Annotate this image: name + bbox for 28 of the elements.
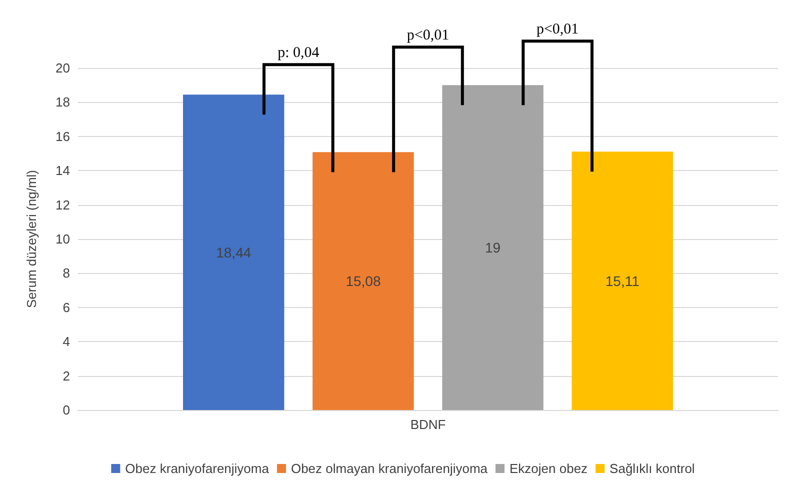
x-tick-label: BDNF bbox=[410, 417, 446, 432]
text: p: 0,04 bbox=[278, 45, 320, 62]
bar bbox=[572, 152, 673, 410]
y-axis-title: Serum düzeyleri (ng/ml) bbox=[24, 170, 39, 308]
y-tick-label: 18 bbox=[56, 94, 70, 110]
y-tick-label: 10 bbox=[56, 232, 70, 246]
data-label: 15,08 bbox=[346, 273, 381, 290]
bar bbox=[183, 94, 284, 410]
y-tick-label: 8 bbox=[62, 266, 70, 281]
y-tick-label: 20 bbox=[56, 60, 70, 76]
data-label: 18,44 bbox=[216, 244, 252, 260]
y-tick-label: 14 bbox=[56, 163, 70, 178]
text: p<0,01 bbox=[536, 22, 579, 38]
y-tick-label: 6 bbox=[62, 300, 70, 315]
y-tick-label: 0 bbox=[62, 402, 70, 418]
y-tick-label: 4 bbox=[62, 334, 70, 350]
bar bbox=[442, 85, 544, 410]
legend-label: Obez kraniyofarenjiyoma bbox=[125, 461, 270, 476]
y-tick-label: 2 bbox=[62, 368, 70, 384]
y-tick-label: 12 bbox=[56, 197, 70, 212]
y-tick-label: 16 bbox=[56, 128, 70, 144]
legend-label: Sağlıklı kontrol bbox=[610, 461, 695, 476]
legend-label: Ekzojen obez bbox=[510, 461, 588, 476]
data-label: 19 bbox=[485, 240, 501, 256]
legend-label: Obez olmayan kraniyofarenjiyoma bbox=[290, 461, 488, 476]
bar bbox=[312, 152, 414, 410]
text: p<0,01 bbox=[406, 28, 450, 44]
data-label: 15,11 bbox=[605, 272, 640, 289]
